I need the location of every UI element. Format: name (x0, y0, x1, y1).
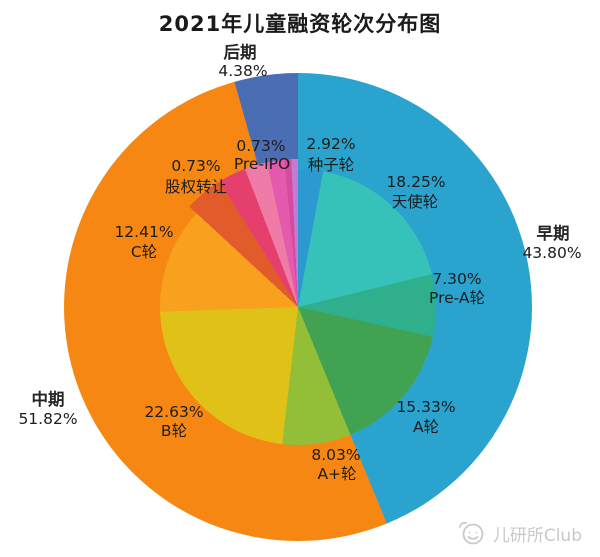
a-plus-round-value: 8.03% (311, 446, 361, 464)
watermark-text: 儿研所Club (492, 525, 582, 546)
smiley-logo-icon (457, 519, 487, 547)
watermark: 儿研所Club (457, 519, 582, 547)
mid-stage-value: 51.82% (18, 410, 78, 428)
late-stage-label: 后期 (223, 43, 257, 62)
mid-stage-label: 中期 (31, 390, 65, 409)
equity-transfer-label: 股权转让 (164, 178, 228, 196)
pre-ipo-label: Pre-IPO (233, 155, 291, 173)
b-round-label: B轮 (160, 422, 188, 440)
a-round-value: 15.33% (396, 398, 456, 416)
early-stage-label: 早期 (536, 224, 570, 243)
chart-title: 2021年儿童融资轮次分布图 (158, 12, 442, 36)
angel-round-label: 天使轮 (391, 193, 439, 211)
a-plus-round-label: A+轮 (317, 465, 357, 483)
seed-round-value: 2.92% (306, 135, 356, 153)
c-round-value: 12.41% (114, 223, 174, 241)
inner-round-pie (160, 169, 436, 445)
pre-ipo-value: 0.73% (236, 137, 286, 155)
angel-round-value: 18.25% (386, 173, 446, 191)
b-round-value: 22.63% (144, 403, 204, 421)
pre-a-round-label: Pre-A轮 (429, 289, 485, 307)
c-round-label: C轮 (130, 243, 158, 261)
a-round-label: A轮 (412, 418, 440, 436)
late-stage-value: 4.38% (218, 62, 268, 80)
seed-round-label: 种子轮 (307, 156, 355, 174)
pre-a-round-value: 7.30% (432, 270, 482, 288)
early-stage-value: 43.80% (522, 244, 582, 262)
equity-transfer-value: 0.73% (171, 157, 221, 175)
